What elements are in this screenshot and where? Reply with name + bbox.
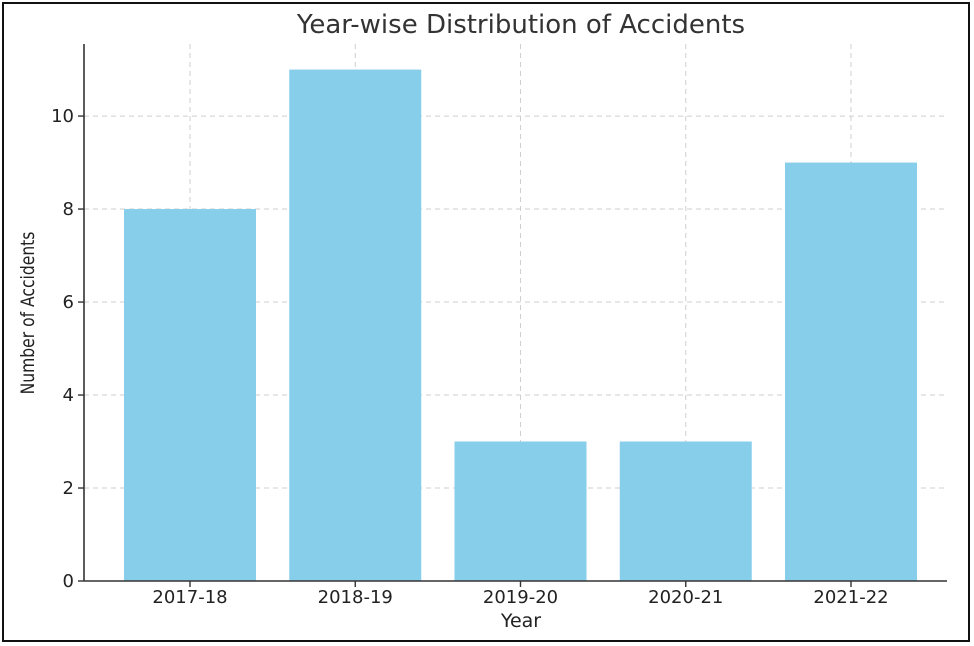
bar-2019-20 [454, 441, 587, 581]
bar-2018-19 [289, 69, 422, 582]
y-tick-label: 0 [63, 571, 74, 592]
bar-2021-22 [785, 162, 917, 581]
bar-2017-18 [124, 209, 256, 581]
y-tick-label: 6 [63, 292, 74, 313]
y-axis-label: Number of Accidents [18, 232, 40, 395]
y-tick-label: 8 [63, 199, 74, 220]
x-ticks: 2017-18 2018-19 2019-20 2020-21 2021-22 [152, 581, 889, 608]
x-tick-label: 2021-22 [813, 587, 888, 608]
y-ticks: 0 2 4 6 8 10 [51, 106, 84, 592]
x-axis-label: Year [500, 610, 541, 632]
x-tick-label: 2019-20 [483, 587, 558, 608]
chart-title: Year-wise Distribution of Accidents [296, 10, 745, 40]
x-tick-label: 2018-19 [318, 587, 393, 608]
x-tick-label: 2020-21 [648, 587, 723, 608]
y-tick-label: 2 [63, 478, 74, 499]
y-tick-label: 4 [63, 385, 74, 406]
axes [83, 44, 947, 582]
bars [124, 69, 917, 582]
y-tick-label: 10 [51, 106, 74, 127]
bar-2020-21 [619, 441, 752, 581]
x-tick-label: 2017-18 [152, 587, 227, 608]
